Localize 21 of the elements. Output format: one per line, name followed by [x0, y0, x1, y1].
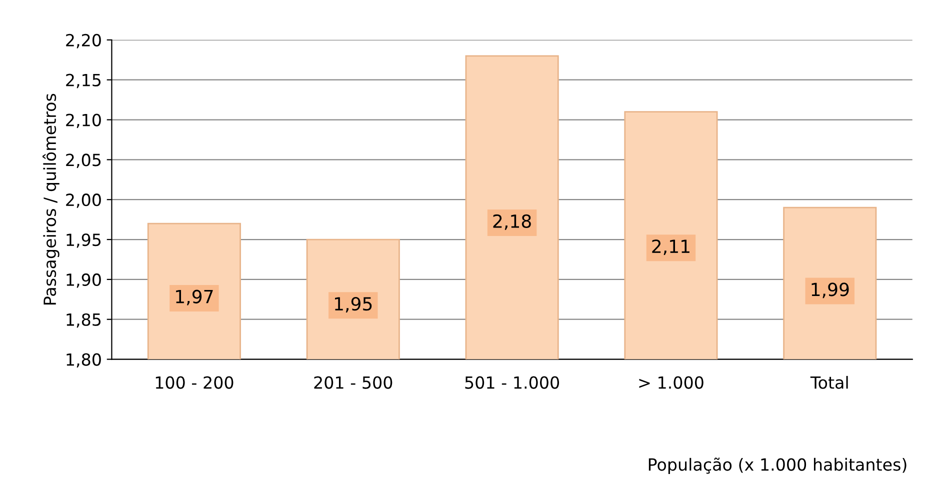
y-tick-label: 1,85: [66, 313, 101, 328]
x-tick-label: > 1.000: [639, 376, 704, 389]
y-tick-label: 2,05: [66, 154, 101, 168]
y-tick-label: 1,95: [66, 233, 101, 248]
x-axis-title: População (x 1.000 habitantes): [648, 458, 906, 474]
x-tick-label: 201 - 500: [314, 376, 392, 389]
data-label: 2,18: [493, 214, 531, 230]
y-tick-label: 2,10: [66, 114, 101, 128]
data-label: 1,99: [812, 282, 849, 298]
x-tick-label: 100 - 200: [156, 376, 234, 389]
data-label: 1,95: [335, 296, 372, 312]
y-axis-title: Passageiros / quilômetros: [42, 94, 60, 305]
data-label: 1,97: [176, 290, 213, 306]
x-tick-label: Total: [810, 376, 848, 389]
data-label: 2,11: [652, 239, 690, 255]
y-tick-label: 1,90: [66, 273, 101, 288]
x-tick-label: 501 - 1.000: [465, 376, 560, 389]
y-tick-label: 2,20: [66, 34, 101, 48]
y-tick-label: 2,15: [66, 74, 101, 88]
y-tick-label: 1,80: [66, 353, 101, 368]
y-tick-label: 2,00: [66, 194, 101, 208]
